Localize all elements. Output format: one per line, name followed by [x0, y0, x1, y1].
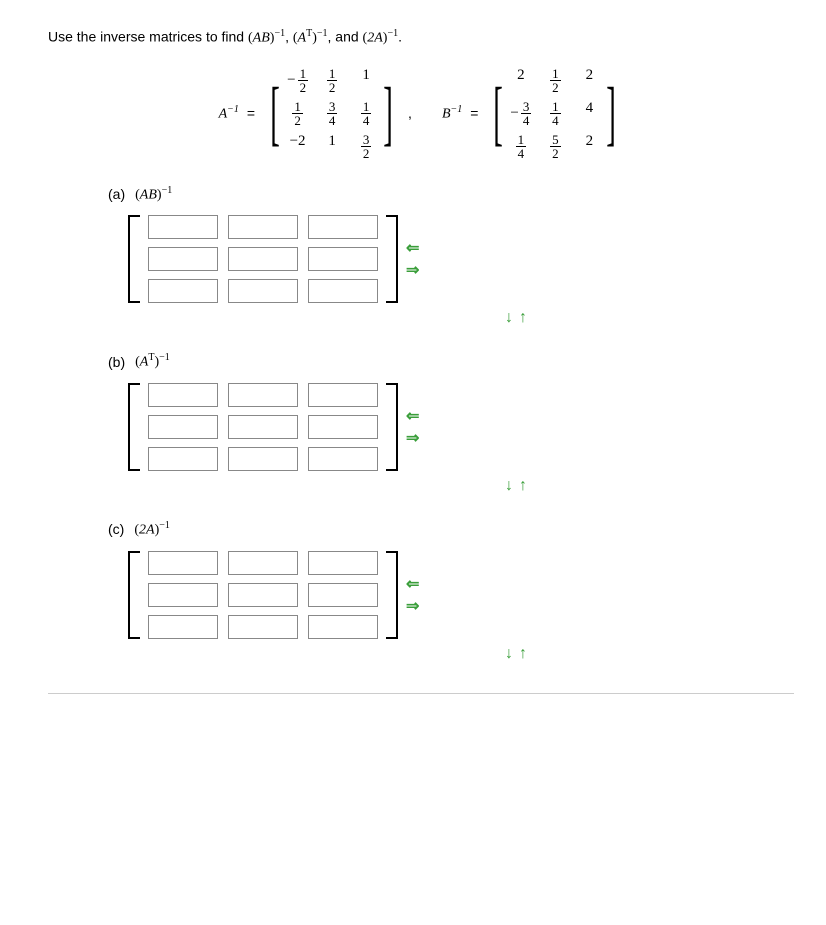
- matrix-input[interactable]: [228, 383, 298, 407]
- matrix-a-inverse: A−1 = [ −12121123414−2132 ] ,: [219, 67, 412, 160]
- remove-col-icon[interactable]: ↑: [519, 645, 527, 663]
- part-c: (c) (2A)−1 ⇐ ⇒ ↓ ↑: [108, 520, 794, 663]
- part-a-label: (a): [108, 186, 125, 202]
- matrix-input[interactable]: [308, 551, 378, 575]
- expr-ab: (AB)−1: [248, 28, 285, 47]
- matrix-b-inverse: B−1 = [ 2122−3414414522 ]: [442, 67, 623, 160]
- matrix-input[interactable]: [308, 247, 378, 271]
- add-row-icon[interactable]: ⇒: [406, 596, 419, 616]
- add-col-icon[interactable]: ↓: [505, 645, 513, 663]
- matrix-input[interactable]: [308, 383, 378, 407]
- remove-row-icon[interactable]: ⇐: [406, 406, 419, 426]
- matrix-input[interactable]: [228, 279, 298, 303]
- part-b-expr: (AT)−1: [135, 352, 170, 371]
- remove-row-icon[interactable]: ⇐: [406, 574, 419, 594]
- matrix-input[interactable]: [148, 551, 218, 575]
- matrix-input[interactable]: [308, 215, 378, 239]
- matrix-input[interactable]: [308, 583, 378, 607]
- part-a-expr: (AB)−1: [135, 185, 172, 204]
- expr-at: (AT)−1: [293, 28, 328, 47]
- matrix-input[interactable]: [148, 615, 218, 639]
- matrix-input[interactable]: [228, 247, 298, 271]
- matrix-input[interactable]: [228, 583, 298, 607]
- matrix-input[interactable]: [148, 583, 218, 607]
- part-b: (b) (AT)−1 ⇐ ⇒ ↓ ↑: [108, 352, 794, 495]
- add-row-icon[interactable]: ⇒: [406, 428, 419, 448]
- matrix-input[interactable]: [148, 279, 218, 303]
- given-matrices: A−1 = [ −12121123414−2132 ] , B−1 = [ 21…: [48, 67, 794, 160]
- matrix-input[interactable]: [148, 415, 218, 439]
- matrix-input[interactable]: [148, 383, 218, 407]
- part-c-label: (c): [108, 521, 124, 537]
- matrix-input[interactable]: [228, 615, 298, 639]
- answer-matrix-a: ⇐ ⇒: [128, 215, 794, 303]
- matrix-input[interactable]: [228, 415, 298, 439]
- answer-matrix-c: ⇐ ⇒: [128, 551, 794, 639]
- problem-statement: Use the inverse matrices to find (AB)−1,…: [48, 28, 794, 47]
- matrix-input[interactable]: [148, 247, 218, 271]
- matrix-input[interactable]: [308, 415, 378, 439]
- part-b-label: (b): [108, 354, 125, 370]
- matrix-input[interactable]: [228, 447, 298, 471]
- remove-row-icon[interactable]: ⇐: [406, 238, 419, 258]
- matrix-input[interactable]: [308, 447, 378, 471]
- matrix-input[interactable]: [148, 215, 218, 239]
- part-c-expr: (2A)−1: [134, 520, 170, 539]
- intro-text: Use the inverse matrices to find: [48, 29, 248, 45]
- part-a: (a) (AB)−1 ⇐ ⇒ ↓ ↑: [108, 185, 794, 328]
- divider: [48, 693, 794, 694]
- add-col-icon[interactable]: ↓: [505, 309, 513, 327]
- matrix-input[interactable]: [308, 615, 378, 639]
- matrix-input[interactable]: [148, 447, 218, 471]
- matrix-input[interactable]: [228, 551, 298, 575]
- remove-col-icon[interactable]: ↑: [519, 477, 527, 495]
- add-row-icon[interactable]: ⇒: [406, 260, 419, 280]
- answer-matrix-b: ⇐ ⇒: [128, 383, 794, 471]
- matrix-input[interactable]: [228, 215, 298, 239]
- remove-col-icon[interactable]: ↑: [519, 309, 527, 327]
- matrix-input[interactable]: [308, 279, 378, 303]
- expr-2a: (2A)−1: [363, 28, 399, 47]
- add-col-icon[interactable]: ↓: [505, 477, 513, 495]
